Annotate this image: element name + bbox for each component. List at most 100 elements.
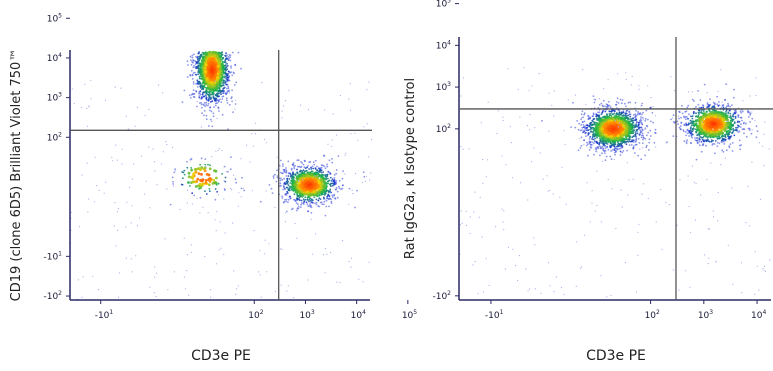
event-dot [540, 292, 542, 294]
event-dot [317, 179, 320, 183]
event-dot [324, 174, 327, 176]
event-dot [479, 196, 481, 198]
event-dot [213, 84, 217, 88]
event-dot [750, 132, 753, 135]
event-dot [328, 159, 331, 162]
event-dot [724, 98, 726, 101]
event-dot [305, 191, 308, 194]
event-dot [306, 166, 308, 169]
event-dot [153, 161, 156, 163]
event-dot [707, 228, 709, 230]
event-dot [716, 103, 719, 106]
event-dot [600, 137, 603, 140]
event-dot [655, 146, 657, 148]
event-dot [291, 207, 294, 210]
event-dot [689, 127, 692, 130]
event-dot [312, 167, 314, 170]
event-dot [210, 120, 213, 123]
event-dot [220, 101, 223, 103]
event-dot [683, 140, 686, 143]
event-dot [306, 203, 309, 206]
event-dot [203, 114, 205, 117]
event-dot [307, 196, 310, 198]
event-dot [368, 81, 370, 83]
event-dot [637, 254, 639, 256]
event-dot [748, 225, 750, 227]
event-dot [593, 142, 595, 145]
event-dot [295, 202, 298, 204]
event-dot [138, 217, 141, 219]
event-dot [235, 293, 237, 295]
event-dot [762, 268, 764, 270]
x-axis-label: CD3e PE [586, 348, 646, 364]
event-dot [314, 233, 317, 235]
event-dot [179, 208, 181, 211]
event-dot [474, 191, 476, 193]
event-dot [354, 173, 357, 175]
event-dot [727, 112, 730, 115]
event-dot [211, 156, 213, 158]
event-dot [672, 135, 675, 138]
event-dot [601, 147, 603, 149]
event-dot [724, 138, 727, 141]
event-dot [220, 62, 224, 66]
event-dot [579, 147, 582, 149]
event-dot [335, 134, 338, 136]
event-dot [204, 69, 207, 73]
event-dot [213, 77, 216, 81]
event-dot [227, 55, 230, 58]
event-dot [694, 115, 697, 118]
event-dot [192, 72, 195, 74]
event-dot [631, 128, 634, 130]
event-dot [117, 296, 120, 298]
event-dot [190, 244, 192, 246]
event-dot [636, 132, 639, 135]
event-dot [344, 154, 346, 156]
event-dot [342, 170, 344, 173]
event-dot [629, 137, 631, 139]
event-dot [350, 266, 352, 268]
event-dot [202, 56, 204, 58]
event-dot [199, 90, 202, 93]
event-dot [208, 88, 212, 91]
event-dot [204, 255, 206, 258]
event-dot [326, 197, 329, 200]
event-dot [729, 116, 732, 119]
event-dot [331, 182, 334, 185]
event-dot [213, 88, 216, 92]
event-dot [635, 123, 638, 125]
event-dot [366, 89, 368, 91]
event-dot [741, 292, 743, 294]
event-dot [312, 253, 314, 255]
event-dot [303, 174, 306, 177]
event-dot [637, 127, 640, 130]
event-dot [688, 91, 690, 93]
event-dot [602, 105, 604, 108]
event-dot [73, 103, 75, 105]
event-dot [561, 166, 563, 168]
event-dot [285, 167, 287, 169]
event-dot [619, 98, 622, 101]
event-dot [281, 178, 284, 181]
event-dot [745, 122, 747, 125]
event-dot [214, 219, 216, 221]
event-dot [703, 254, 706, 256]
event-dot [296, 192, 299, 195]
event-dot [582, 116, 584, 119]
event-dot [186, 270, 188, 272]
event-dot [310, 218, 312, 220]
event-dot [644, 127, 647, 130]
event-dot [183, 276, 185, 278]
event-dot [589, 128, 591, 131]
event-dot [202, 95, 205, 98]
event-dot [632, 121, 634, 124]
event-dot [487, 101, 489, 103]
event-dot [531, 85, 533, 87]
event-dot [709, 110, 711, 113]
event-dot [738, 130, 741, 133]
event-dot [629, 120, 632, 123]
event-dot [328, 205, 330, 208]
event-dot [583, 120, 586, 123]
event-dot [193, 194, 196, 197]
event-dot [634, 115, 637, 118]
